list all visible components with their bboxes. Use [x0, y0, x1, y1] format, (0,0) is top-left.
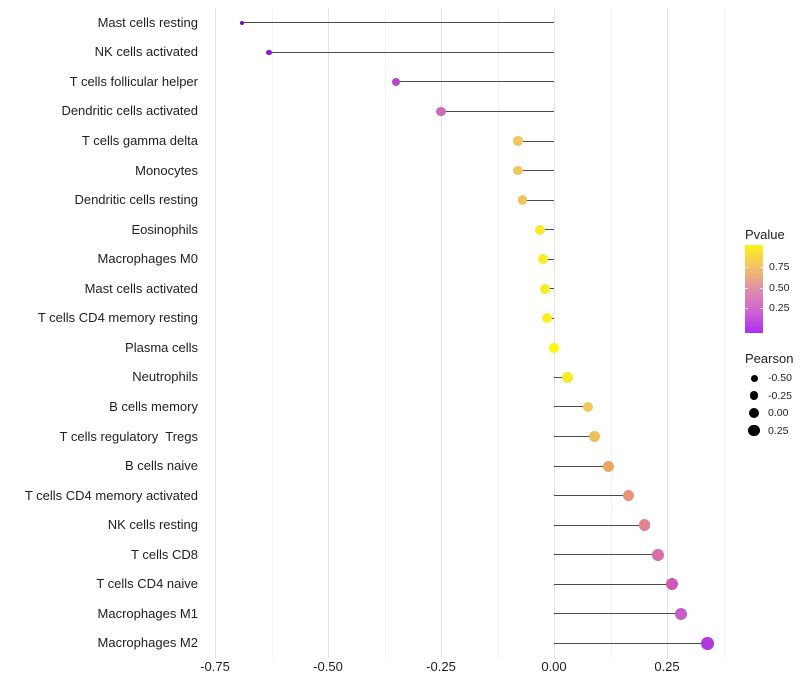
pearson-legend-dot [749, 408, 759, 418]
gridline-minor [271, 8, 273, 658]
data-point-dot [537, 254, 548, 265]
data-point-dot [436, 106, 446, 117]
pearson-legend-dot [748, 424, 760, 437]
data-point-dot [562, 372, 573, 383]
y-axis-label: Mast cells resting [97, 14, 198, 30]
y-axis-label: NK cells activated [94, 44, 198, 60]
pearson-legend-dot [750, 374, 758, 382]
gridline-major [441, 8, 442, 658]
lollipop-stem [554, 465, 609, 467]
data-point-dot [665, 578, 678, 591]
lollipop-stem [554, 406, 588, 408]
data-point-dot [240, 20, 245, 25]
data-point-dot [674, 607, 687, 620]
data-point-dot [602, 460, 614, 472]
x-axis-tick-label: -0.75 [200, 659, 230, 674]
data-point-dot [652, 548, 664, 561]
pvalue-tick-label: 0.50 [769, 281, 790, 294]
data-point-dot [589, 431, 601, 442]
y-axis-label: T cells CD4 memory resting [37, 310, 198, 326]
pvalue-tick-label: 0.75 [769, 261, 790, 273]
data-point-dot [513, 165, 523, 176]
y-axis-label: Macrophages M1 [97, 605, 198, 621]
pvalue-tick-label: 0.25 [769, 302, 790, 314]
x-axis-tick-label: 0.00 [541, 659, 567, 674]
lollipop-stem [554, 554, 658, 556]
pearson-legend-label: -0.50 [768, 372, 792, 384]
lollipop-stem [554, 524, 645, 526]
data-point-dot [535, 224, 546, 235]
lollipop-stem [242, 22, 554, 24]
pvalue-tick-mark [760, 267, 763, 268]
lollipop-stem [554, 642, 708, 644]
pvalue-tick-mark [745, 267, 748, 268]
pvalue-tick-mark [745, 308, 748, 309]
lollipop-stem [554, 376, 568, 378]
pearson-legend-label: 0.25 [768, 424, 789, 437]
data-point-dot [542, 313, 553, 324]
lollipop-stem [540, 229, 554, 231]
gridline-major [554, 8, 555, 658]
pearson-legend-title: Pearson [745, 351, 794, 366]
y-axis-label: Neutrophils [132, 369, 198, 385]
pvalue-tick-mark [760, 308, 763, 309]
pvalue-legend-title: Pvalue [745, 227, 785, 242]
data-point-dot [701, 637, 714, 650]
pvalue-gradient-bar [745, 245, 763, 333]
y-axis-label: T cells CD4 memory activated [24, 487, 198, 503]
lollipop-stem [395, 81, 554, 83]
y-axis-label: T cells follicular helper [69, 73, 198, 89]
y-axis-label: Mast cells activated [84, 280, 198, 296]
pvalue-tick-mark [760, 287, 763, 289]
gridline-minor [497, 8, 499, 658]
y-axis-label: Macrophages M0 [97, 251, 198, 267]
gridline-major [328, 8, 329, 658]
y-axis-label: NK cells resting [107, 517, 198, 533]
data-point-dot [539, 283, 550, 294]
lollipop-stem [554, 436, 595, 437]
y-axis-label: T cells gamma delta [81, 133, 198, 148]
gridline-minor [610, 8, 612, 658]
x-axis-tick-label: 0.25 [654, 659, 680, 674]
x-axis-tick-label: -0.50 [313, 659, 343, 674]
y-axis-label: T cells CD8 [131, 546, 198, 562]
data-point-dot [622, 489, 635, 502]
pvalue-tick-mark [745, 287, 748, 289]
pearson-legend-dot [749, 391, 759, 400]
gridline-major [215, 8, 216, 658]
lollipop-stem [517, 140, 554, 142]
pearson-legend-label: -0.25 [768, 389, 792, 402]
data-point-dot [391, 77, 401, 87]
data-point-dot [582, 401, 594, 413]
lollipop-stem [554, 583, 672, 585]
y-axis-label: Macrophages M2 [97, 635, 198, 651]
lollipop-stem [269, 51, 554, 53]
y-axis-label: Eosinophils [131, 221, 199, 237]
data-point-dot [548, 342, 560, 353]
y-axis-label: B cells memory [109, 398, 198, 414]
y-axis-label: T cells regulatory Tregs [59, 428, 198, 444]
lollipop-stem [554, 495, 629, 497]
pearson-legend-label: 0.00 [768, 407, 789, 419]
x-axis-tick-label: -0.25 [426, 659, 456, 674]
data-point-dot [517, 195, 528, 205]
gridline-major [667, 8, 668, 658]
y-axis-label: Monocytes [135, 162, 198, 178]
y-axis-label: T cells CD4 naive [96, 576, 198, 592]
y-axis-label: Dendritic cells resting [74, 192, 198, 208]
gridline-minor [723, 8, 725, 658]
data-point-dot [266, 49, 272, 56]
data-point-dot [513, 136, 523, 146]
lollipop-stem [441, 110, 554, 112]
lollipop-stem [542, 258, 554, 260]
y-axis-label: Plasma cells [125, 339, 198, 355]
lollipop-stem [554, 613, 681, 615]
data-point-dot [638, 519, 651, 531]
gridline-minor [384, 8, 386, 658]
y-axis-label: Dendritic cells activated [61, 103, 198, 119]
lollipop-stem [517, 170, 554, 172]
lollipop-stem [522, 199, 554, 201]
y-axis-label: B cells naive [125, 458, 198, 474]
